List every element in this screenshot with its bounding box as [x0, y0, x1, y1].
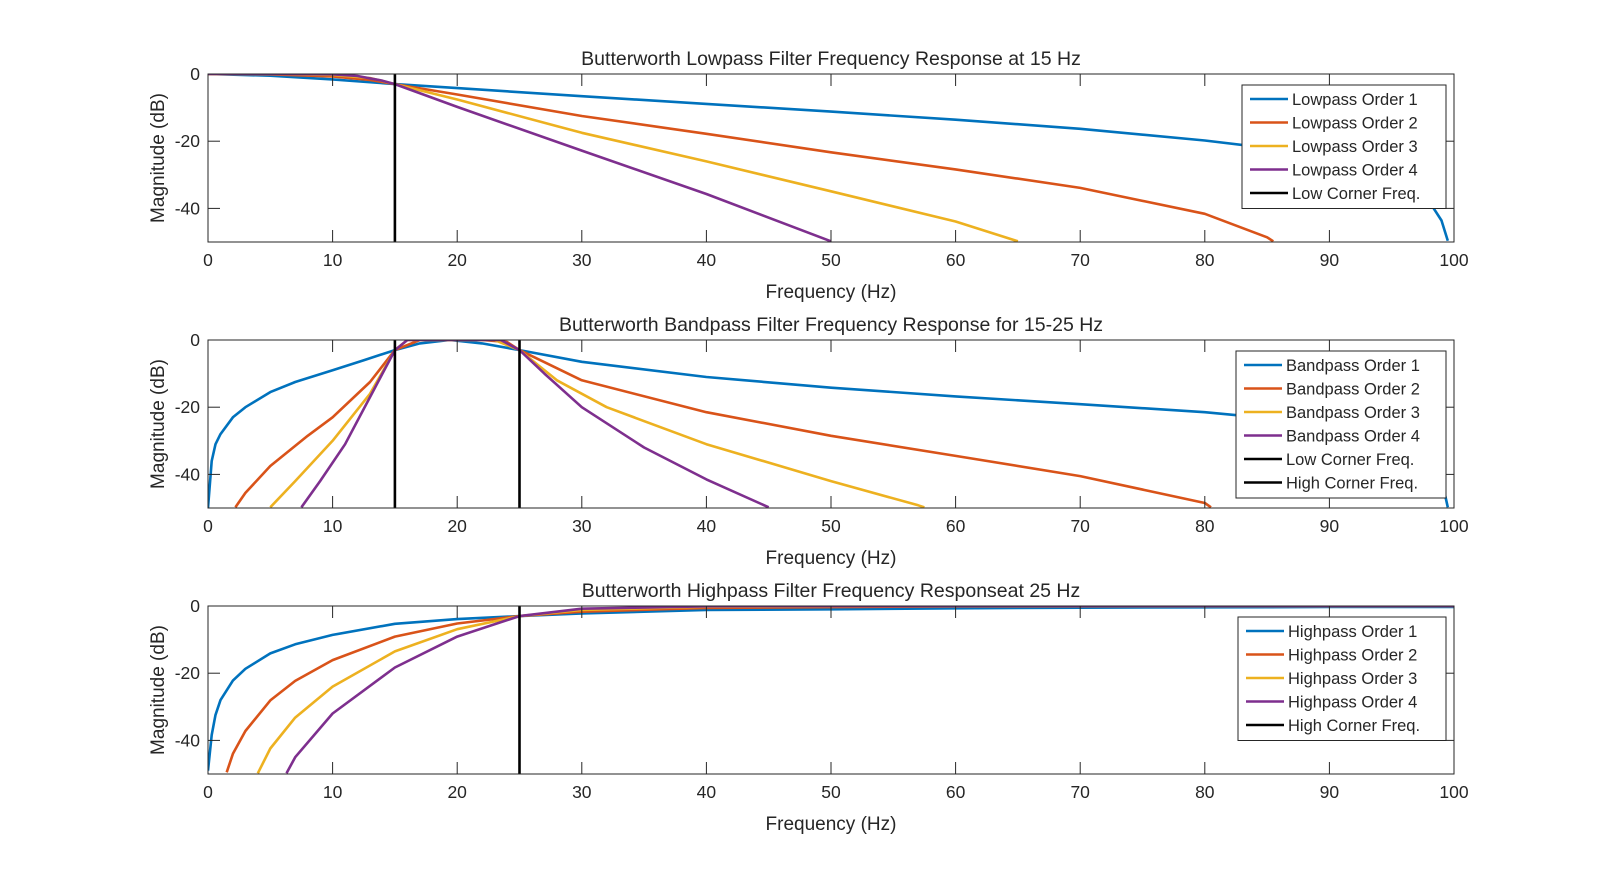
x-tick-label: 10: [323, 250, 343, 270]
x-tick-label: 70: [1070, 250, 1090, 270]
legend: Highpass Order 1 Highpass Order 2 Highpass…: [1237, 616, 1447, 741]
legend-entry: Highpass Order 3: [1288, 670, 1417, 688]
chart-title: Butterworth Highpass Filter Frequency Re…: [582, 580, 1081, 602]
series-line-bandpass-order-3: [269, 340, 925, 508]
y-tick-label: -20: [175, 663, 201, 683]
y-tick-label: -40: [175, 464, 201, 484]
x-tick-label: 10: [323, 782, 343, 802]
x-tick-label: 20: [447, 250, 467, 270]
subplot-2: 0 10 20 30 40 50 60 70 80 90 100 0 -20 -40 Butterworth…: [148, 314, 1469, 569]
x-tick-label: 90: [1320, 782, 1340, 802]
legend-entry: Low Corner Freq.: [1286, 451, 1414, 469]
legend-entry: Lowpass Order 3: [1292, 138, 1418, 156]
x-tick-label: 30: [572, 250, 592, 270]
legend: Bandpass Order 1 Bandpass Order 2 Bandpass…: [1235, 350, 1447, 499]
x-tick-label: 20: [447, 516, 467, 536]
legend-entry: Lowpass Order 1: [1292, 91, 1418, 109]
legend-entry: Low Corner Freq.: [1292, 185, 1420, 203]
x-tick-label: 10: [323, 516, 343, 536]
series-line-lowpass-order-2: [208, 74, 1275, 242]
x-tick-label: 70: [1070, 782, 1090, 802]
series-line-bandpass-order-4: [300, 340, 770, 508]
x-tick-label: 80: [1195, 250, 1215, 270]
x-tick-label: 40: [697, 782, 717, 802]
series-line-bandpass-order-2: [234, 340, 1212, 508]
legend-entry: Highpass Order 1: [1288, 623, 1417, 641]
legend-entry: Bandpass Order 3: [1286, 404, 1420, 422]
x-tick-label: 0: [203, 250, 213, 270]
x-tick-label: 0: [203, 516, 213, 536]
x-tick-label: 30: [572, 516, 592, 536]
x-axis-label: Frequency (Hz): [766, 282, 897, 303]
legend-entry: Highpass Order 4: [1288, 694, 1417, 712]
x-tick-label: 50: [821, 516, 841, 536]
x-tick-label: 80: [1195, 782, 1215, 802]
y-axis-label: Magnitude (dB): [148, 93, 169, 223]
x-tick-label: 50: [821, 250, 841, 270]
legend-entry: Bandpass Order 1: [1286, 357, 1420, 375]
x-tick-label: 100: [1439, 250, 1468, 270]
x-tick-label: 70: [1070, 516, 1090, 536]
x-tick-label: 40: [697, 516, 717, 536]
x-axis-label: Frequency (Hz): [766, 548, 897, 569]
x-tick-label: 0: [203, 782, 213, 802]
legend-box: [1235, 350, 1447, 499]
y-tick-label: 0: [190, 330, 200, 350]
x-tick-label: 80: [1195, 516, 1215, 536]
y-axis-label: Magnitude (dB): [148, 625, 169, 755]
legend-entry: Lowpass Order 4: [1292, 162, 1418, 180]
y-tick-label: -40: [175, 730, 201, 750]
legend-entry: Lowpass Order 2: [1292, 115, 1418, 133]
legend: Lowpass Order 1 Lowpass Order 2 Lowpass Or…: [1241, 84, 1447, 209]
x-tick-label: 100: [1439, 516, 1468, 536]
x-tick-label: 90: [1320, 516, 1340, 536]
chart-title: Butterworth Bandpass Filter Frequency Re…: [559, 314, 1103, 336]
legend-entry: High Corner Freq.: [1288, 717, 1420, 735]
y-tick-label: -20: [175, 397, 201, 417]
y-tick-label: 0: [190, 64, 200, 84]
x-tick-label: 40: [697, 250, 717, 270]
x-axis-label: Frequency (Hz): [766, 814, 897, 835]
legend-entry: Highpass Order 2: [1288, 647, 1417, 665]
legend-entry: Bandpass Order 4: [1286, 428, 1420, 446]
x-tick-label: 90: [1320, 250, 1340, 270]
legend-entry: High Corner Freq.: [1286, 475, 1418, 493]
chart-title: Butterworth Lowpass Filter Frequency Res…: [581, 48, 1081, 70]
y-tick-label: -20: [175, 131, 201, 151]
x-tick-label: 30: [572, 782, 592, 802]
legend-entry: Bandpass Order 2: [1286, 381, 1420, 399]
x-tick-label: 60: [946, 516, 966, 536]
y-tick-label: 0: [190, 596, 200, 616]
y-tick-label: -40: [175, 198, 201, 218]
y-axis-label: Magnitude (dB): [148, 359, 169, 489]
subplot-3: 0 10 20 30 40 50 60 70 80 90 100 0 -20 -40 Butterworth…: [148, 580, 1469, 835]
x-tick-label: 50: [821, 782, 841, 802]
x-tick-label: 60: [946, 250, 966, 270]
series-line-highpass-order-1: [208, 606, 1454, 771]
subplot-1: 0 10 20 30 40 50 60 70 80 90 100 0 -20 -40 Butterworth…: [148, 48, 1469, 303]
x-tick-label: 60: [946, 782, 966, 802]
x-tick-label: 100: [1439, 782, 1468, 802]
x-tick-label: 20: [447, 782, 467, 802]
